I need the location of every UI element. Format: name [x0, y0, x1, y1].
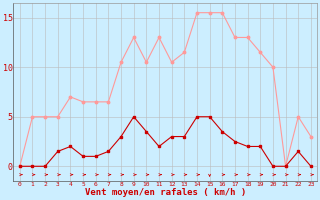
- X-axis label: Vent moyen/en rafales ( km/h ): Vent moyen/en rafales ( km/h ): [85, 188, 246, 197]
